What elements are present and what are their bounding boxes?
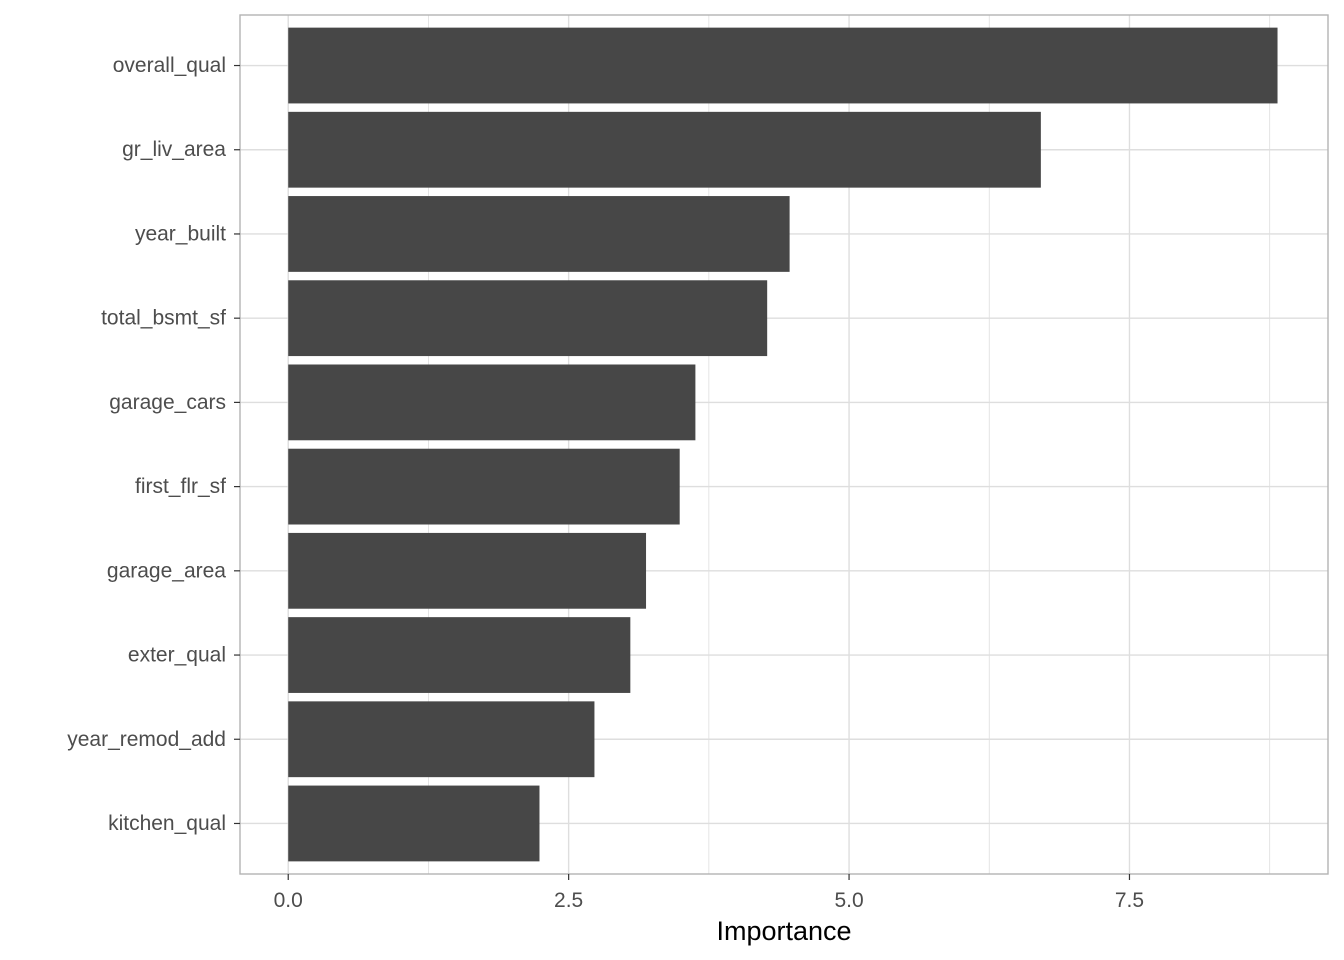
y-tick-label: total_bsmt_sf (101, 307, 226, 330)
y-tick-label: year_built (135, 222, 226, 245)
bar-first-flr-sf (288, 448, 680, 525)
bar-year-built (288, 196, 790, 272)
bar-total-bsmt-sf (288, 280, 768, 357)
bar-gr-liv-area (288, 111, 1041, 188)
x-tick-label: 5.0 (834, 889, 863, 912)
x-tick-label: 7.5 (1115, 889, 1144, 912)
y-tick-label: first_flr_sf (135, 475, 226, 498)
bar-garage-area (288, 532, 647, 609)
x-tick-label: 0.0 (274, 889, 303, 912)
y-tick-label: exter_qual (128, 644, 226, 667)
bar-exter-qual (288, 617, 631, 693)
bar-kitchen-qual (288, 785, 540, 862)
axis-layer: overall_qual gr_liv_area year_built total_b… (67, 54, 1144, 912)
y-tick-label: overall_qual (113, 54, 226, 77)
panel-border (239, 14, 1329, 875)
x-tick-label: 2.5 (554, 889, 583, 912)
y-tick-label: gr_liv_area (122, 138, 226, 161)
bar-overall-qual (288, 27, 1278, 104)
bar-year-remod-add (288, 701, 595, 778)
x-axis-title: Importance (716, 916, 851, 946)
bar-layer (288, 27, 1278, 862)
bar-garage-cars (288, 364, 696, 441)
y-tick-label: garage_area (107, 559, 226, 582)
y-tick-label: year_remod_add (67, 728, 226, 751)
y-tick-label: kitchen_qual (108, 812, 226, 835)
y-tick-label: garage_cars (109, 391, 226, 414)
